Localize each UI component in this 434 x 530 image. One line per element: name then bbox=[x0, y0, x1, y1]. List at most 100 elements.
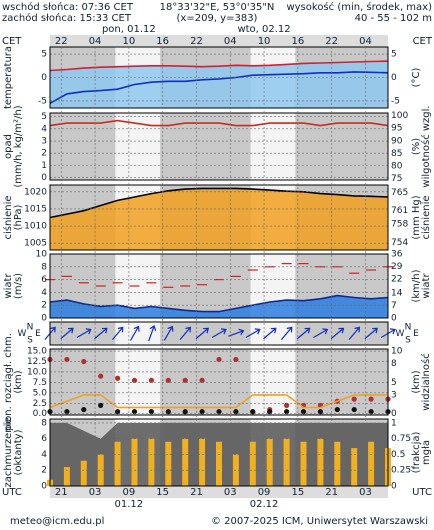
arrow bbox=[211, 328, 227, 339]
bottom-zone: UTC bbox=[412, 487, 432, 498]
daylight bbox=[115, 349, 161, 415]
bar bbox=[148, 438, 155, 486]
y-tick-label: 1020 bbox=[24, 187, 47, 197]
bar bbox=[266, 438, 273, 486]
top-tick-label: 04 bbox=[224, 36, 237, 47]
dot bbox=[148, 377, 154, 383]
y-tick-label: 1010 bbox=[24, 222, 47, 232]
axis-label: (mm/h, kg/m²/h) bbox=[13, 105, 24, 187]
axis-label: temperatura bbox=[3, 46, 14, 109]
panel-frame bbox=[49, 321, 389, 346]
y2-tick-label: 29 bbox=[391, 262, 403, 272]
y-tick-label: 12.5 bbox=[27, 357, 47, 367]
arrow bbox=[280, 326, 293, 341]
bar bbox=[334, 441, 341, 486]
dot bbox=[199, 409, 205, 415]
axis-label: opad bbox=[3, 134, 14, 159]
y-tick-label: 0 bbox=[41, 314, 47, 324]
copyright: © 2007-2025 ICM, Uniwersytet Warszawski bbox=[211, 516, 428, 527]
bar bbox=[63, 467, 70, 486]
y-tick-label: 0 bbox=[41, 482, 47, 492]
line bbox=[49, 60, 389, 72]
arrow bbox=[94, 327, 108, 340]
dot bbox=[300, 409, 307, 415]
axis-label: wiatr bbox=[3, 273, 14, 299]
compass-label: E bbox=[413, 329, 419, 339]
bar bbox=[368, 441, 375, 486]
day-label: wto, 02.12 bbox=[237, 24, 290, 35]
y2-tick-label: 754 bbox=[391, 238, 408, 248]
dot bbox=[64, 409, 70, 415]
arrow bbox=[163, 325, 174, 341]
dot bbox=[233, 356, 239, 363]
y-tick-label: 1 bbox=[41, 161, 47, 171]
y2-tick-label: 14 bbox=[391, 289, 403, 299]
arrow bbox=[348, 326, 360, 341]
bottom-tick-label: 21 bbox=[190, 487, 203, 498]
bottom-tick-label: 03 bbox=[89, 487, 102, 498]
compass-label: W bbox=[396, 329, 405, 339]
top-tick-label: 04 bbox=[89, 36, 102, 47]
panel-frame bbox=[49, 253, 389, 319]
top-tick-label: 22 bbox=[190, 36, 203, 47]
compass-label: N bbox=[27, 323, 34, 333]
dot bbox=[351, 406, 357, 413]
bar bbox=[165, 441, 172, 486]
y-tick-label: 8 bbox=[41, 418, 47, 428]
axis-label: wilgotność wzgl. bbox=[420, 105, 432, 187]
line bbox=[49, 187, 389, 219]
dot bbox=[115, 409, 121, 415]
panel-frame bbox=[49, 46, 389, 109]
y-tick-label: 6 bbox=[41, 434, 47, 444]
y-tick-label: 4 bbox=[41, 288, 47, 298]
axis-label: mgła bbox=[421, 440, 432, 465]
y2-tick-label: 36 bbox=[391, 250, 403, 260]
compass-label: S bbox=[405, 336, 411, 346]
dot bbox=[115, 375, 121, 381]
time-strip bbox=[50, 35, 388, 47]
axis-label: pion. rozciągł. chm. bbox=[3, 333, 14, 431]
y2-tick-label: 0 bbox=[391, 482, 397, 492]
dot bbox=[182, 409, 188, 415]
y2-tick-label: 10 bbox=[391, 346, 403, 356]
daylight bbox=[115, 322, 161, 345]
dot bbox=[267, 409, 273, 415]
dot bbox=[351, 396, 357, 402]
dot bbox=[250, 409, 256, 415]
bar bbox=[249, 441, 256, 486]
axis-label: ciśnienie bbox=[2, 195, 14, 239]
y-tick-label: 2 bbox=[41, 149, 47, 159]
top-tick-label: 22 bbox=[55, 36, 68, 47]
bottom-tick-label: 03 bbox=[359, 487, 372, 498]
dot bbox=[131, 377, 138, 383]
y-tick-label: -5 bbox=[38, 96, 47, 106]
bar bbox=[216, 441, 222, 486]
top-tick-label: 22 bbox=[325, 36, 338, 47]
axis-label: (km) bbox=[411, 370, 422, 393]
compass-label: N bbox=[405, 323, 412, 333]
day-label: pon, 01.12 bbox=[102, 24, 156, 35]
arrow bbox=[364, 327, 378, 340]
y2-tick-label: -5 bbox=[391, 96, 400, 106]
dot bbox=[98, 373, 104, 379]
y-tick-label: 15.0 bbox=[27, 347, 47, 357]
y-tick-label: 4 bbox=[41, 450, 47, 460]
axis-label: (km/h) bbox=[411, 269, 422, 302]
bottom-tick-label: 15 bbox=[291, 487, 304, 498]
panel-frame bbox=[49, 348, 389, 416]
bottom-tick-label: 03 bbox=[224, 487, 237, 498]
y-tick-label: 2.5 bbox=[33, 399, 47, 409]
area bbox=[50, 61, 388, 108]
arrow bbox=[129, 325, 140, 341]
y-tick-label: 0.0 bbox=[33, 409, 48, 419]
bottom-tick-label: 21 bbox=[55, 487, 68, 498]
y-tick-label: 5 bbox=[41, 112, 47, 122]
y2-tick-label: 0.75 bbox=[391, 434, 411, 444]
y-tick-label: 0 bbox=[41, 173, 47, 183]
dot bbox=[131, 409, 138, 415]
bar bbox=[199, 438, 206, 486]
arrow bbox=[60, 327, 74, 340]
bottom-tick-label: 09 bbox=[258, 487, 271, 498]
top-tick-label: 10 bbox=[122, 36, 135, 47]
top-zone: CET bbox=[413, 36, 433, 47]
